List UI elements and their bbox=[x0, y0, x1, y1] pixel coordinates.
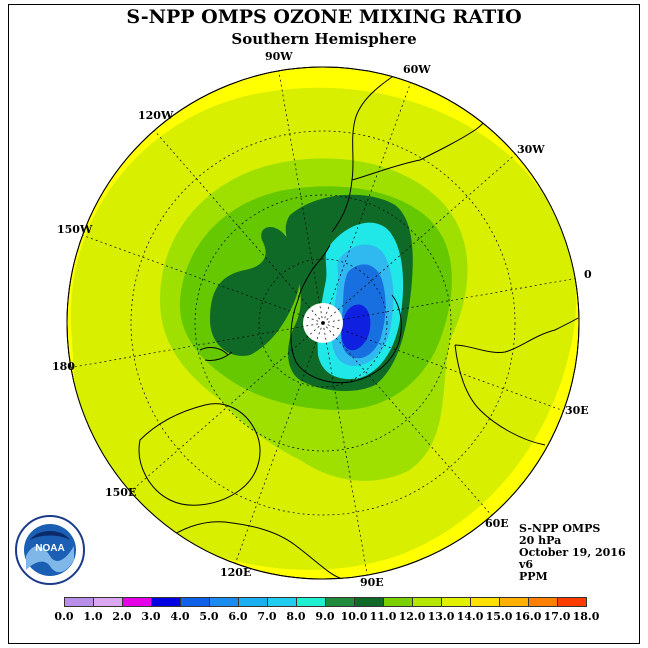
colorbar-segment bbox=[528, 597, 558, 607]
coast-antarctic-peninsula bbox=[297, 244, 331, 301]
lon-label-30e: 30E bbox=[565, 404, 589, 417]
colorbar-label: 15.0 bbox=[485, 610, 513, 623]
colorbar-label: 13.0 bbox=[427, 610, 455, 623]
colorbar-segment bbox=[470, 597, 500, 607]
colorbar-label: 7.0 bbox=[257, 610, 277, 623]
colorbar-label: 6.0 bbox=[228, 610, 248, 623]
lon-label-0: 0 bbox=[584, 268, 592, 281]
colorbar-segment bbox=[383, 597, 413, 607]
colorbar-label: 11.0 bbox=[369, 610, 397, 623]
colorbar-label: 10.0 bbox=[340, 610, 368, 623]
colorbar-segment bbox=[151, 597, 181, 607]
colorbar-label: 4.0 bbox=[170, 610, 190, 623]
colorbar-label: 14.0 bbox=[456, 610, 484, 623]
colorbar-label: 9.0 bbox=[315, 610, 335, 623]
colorbar-label: 3.0 bbox=[141, 610, 161, 623]
info-date: October 19, 2016 bbox=[519, 546, 626, 559]
colorbar-segment bbox=[64, 597, 94, 607]
page-subtitle: Southern Hemisphere bbox=[231, 30, 417, 48]
colorbar-label: 12.0 bbox=[398, 610, 426, 623]
colorbar-segment bbox=[412, 597, 442, 607]
colorbar-label: 17.0 bbox=[543, 610, 571, 623]
lon-label-150w: 150W bbox=[57, 223, 93, 236]
info-units: PPM bbox=[519, 570, 548, 583]
colorbar-label: 0.0 bbox=[54, 610, 74, 623]
map-frame bbox=[8, 4, 640, 644]
coast-antarctica bbox=[290, 294, 402, 384]
colorbar-label: 5.0 bbox=[199, 610, 219, 623]
coast-south-asia bbox=[164, 521, 341, 579]
lon-label-60e: 60E bbox=[485, 517, 509, 530]
colorbar-segment bbox=[354, 597, 384, 607]
lon-label-150e: 150E bbox=[105, 486, 137, 499]
lon-label-120w: 120W bbox=[138, 109, 174, 122]
colorbar-label: 2.0 bbox=[112, 610, 132, 623]
colorbar-segment bbox=[557, 597, 587, 607]
colorbar-label: 18.0 bbox=[572, 610, 600, 623]
colorbar-segment bbox=[296, 597, 326, 607]
coast-australia bbox=[138, 403, 261, 506]
colorbar-label: 8.0 bbox=[286, 610, 306, 623]
colorbar-segment bbox=[267, 597, 297, 607]
colorbar-label: 1.0 bbox=[83, 610, 103, 623]
colorbar-segment bbox=[180, 597, 210, 607]
colorbar-segment bbox=[209, 597, 239, 607]
colorbar-segment bbox=[238, 597, 268, 607]
colorbar-segment bbox=[93, 597, 123, 607]
lon-label-60w: 60W bbox=[403, 63, 431, 76]
lon-label-90w: 90W bbox=[265, 50, 293, 63]
colorbar-segment bbox=[325, 597, 355, 607]
info-version: v6 bbox=[519, 558, 534, 571]
lon-label-180: 180 bbox=[52, 360, 75, 373]
band-dark-green-west bbox=[210, 226, 301, 356]
colorbar-segment bbox=[499, 597, 529, 607]
coast-africa bbox=[454, 317, 579, 446]
colorbar-segment bbox=[441, 597, 471, 607]
lon-label-90e: 90E bbox=[360, 576, 384, 589]
colorbar-label: 16.0 bbox=[514, 610, 542, 623]
lon-label-30w: 30W bbox=[517, 143, 545, 156]
colorbar-segment bbox=[122, 597, 152, 607]
info-instrument: S-NPP OMPS bbox=[519, 522, 601, 535]
coast-new-zealand bbox=[199, 347, 233, 361]
info-block: S-NPP OMPS 20 hPa October 19, 2016 v6 PP… bbox=[519, 523, 626, 583]
lon-label-120e: 120E bbox=[220, 566, 252, 579]
page-title: S-NPP OMPS OZONE MIXING RATIO bbox=[126, 6, 522, 28]
info-pressure: 20 hPa bbox=[519, 534, 562, 547]
